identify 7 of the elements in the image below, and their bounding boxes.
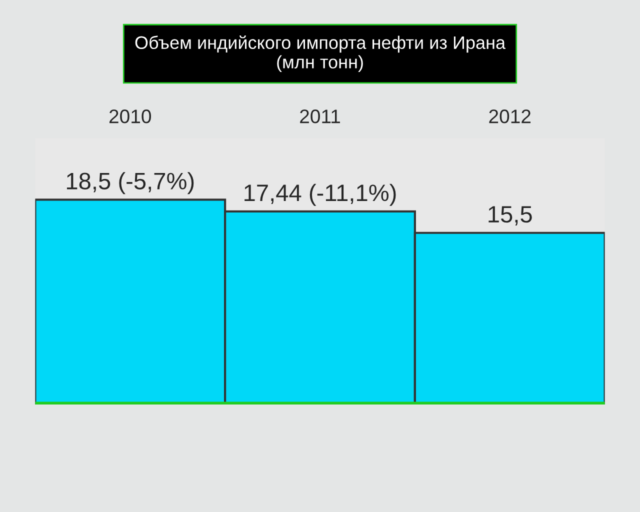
data-label: 18,5 (-5,7%) <box>66 172 194 194</box>
chart-title: Объем индийского импорта нефти из Ирана (млн тонн) <box>135 35 506 72</box>
x-tick-label: 2011 <box>300 110 340 124</box>
data-label: 15,5 <box>488 206 532 226</box>
x-tick-label: 2010 <box>109 110 152 124</box>
x-tick-label: 2012 <box>489 110 531 124</box>
data-label: 17,44 (-11,1%) <box>244 184 396 206</box>
